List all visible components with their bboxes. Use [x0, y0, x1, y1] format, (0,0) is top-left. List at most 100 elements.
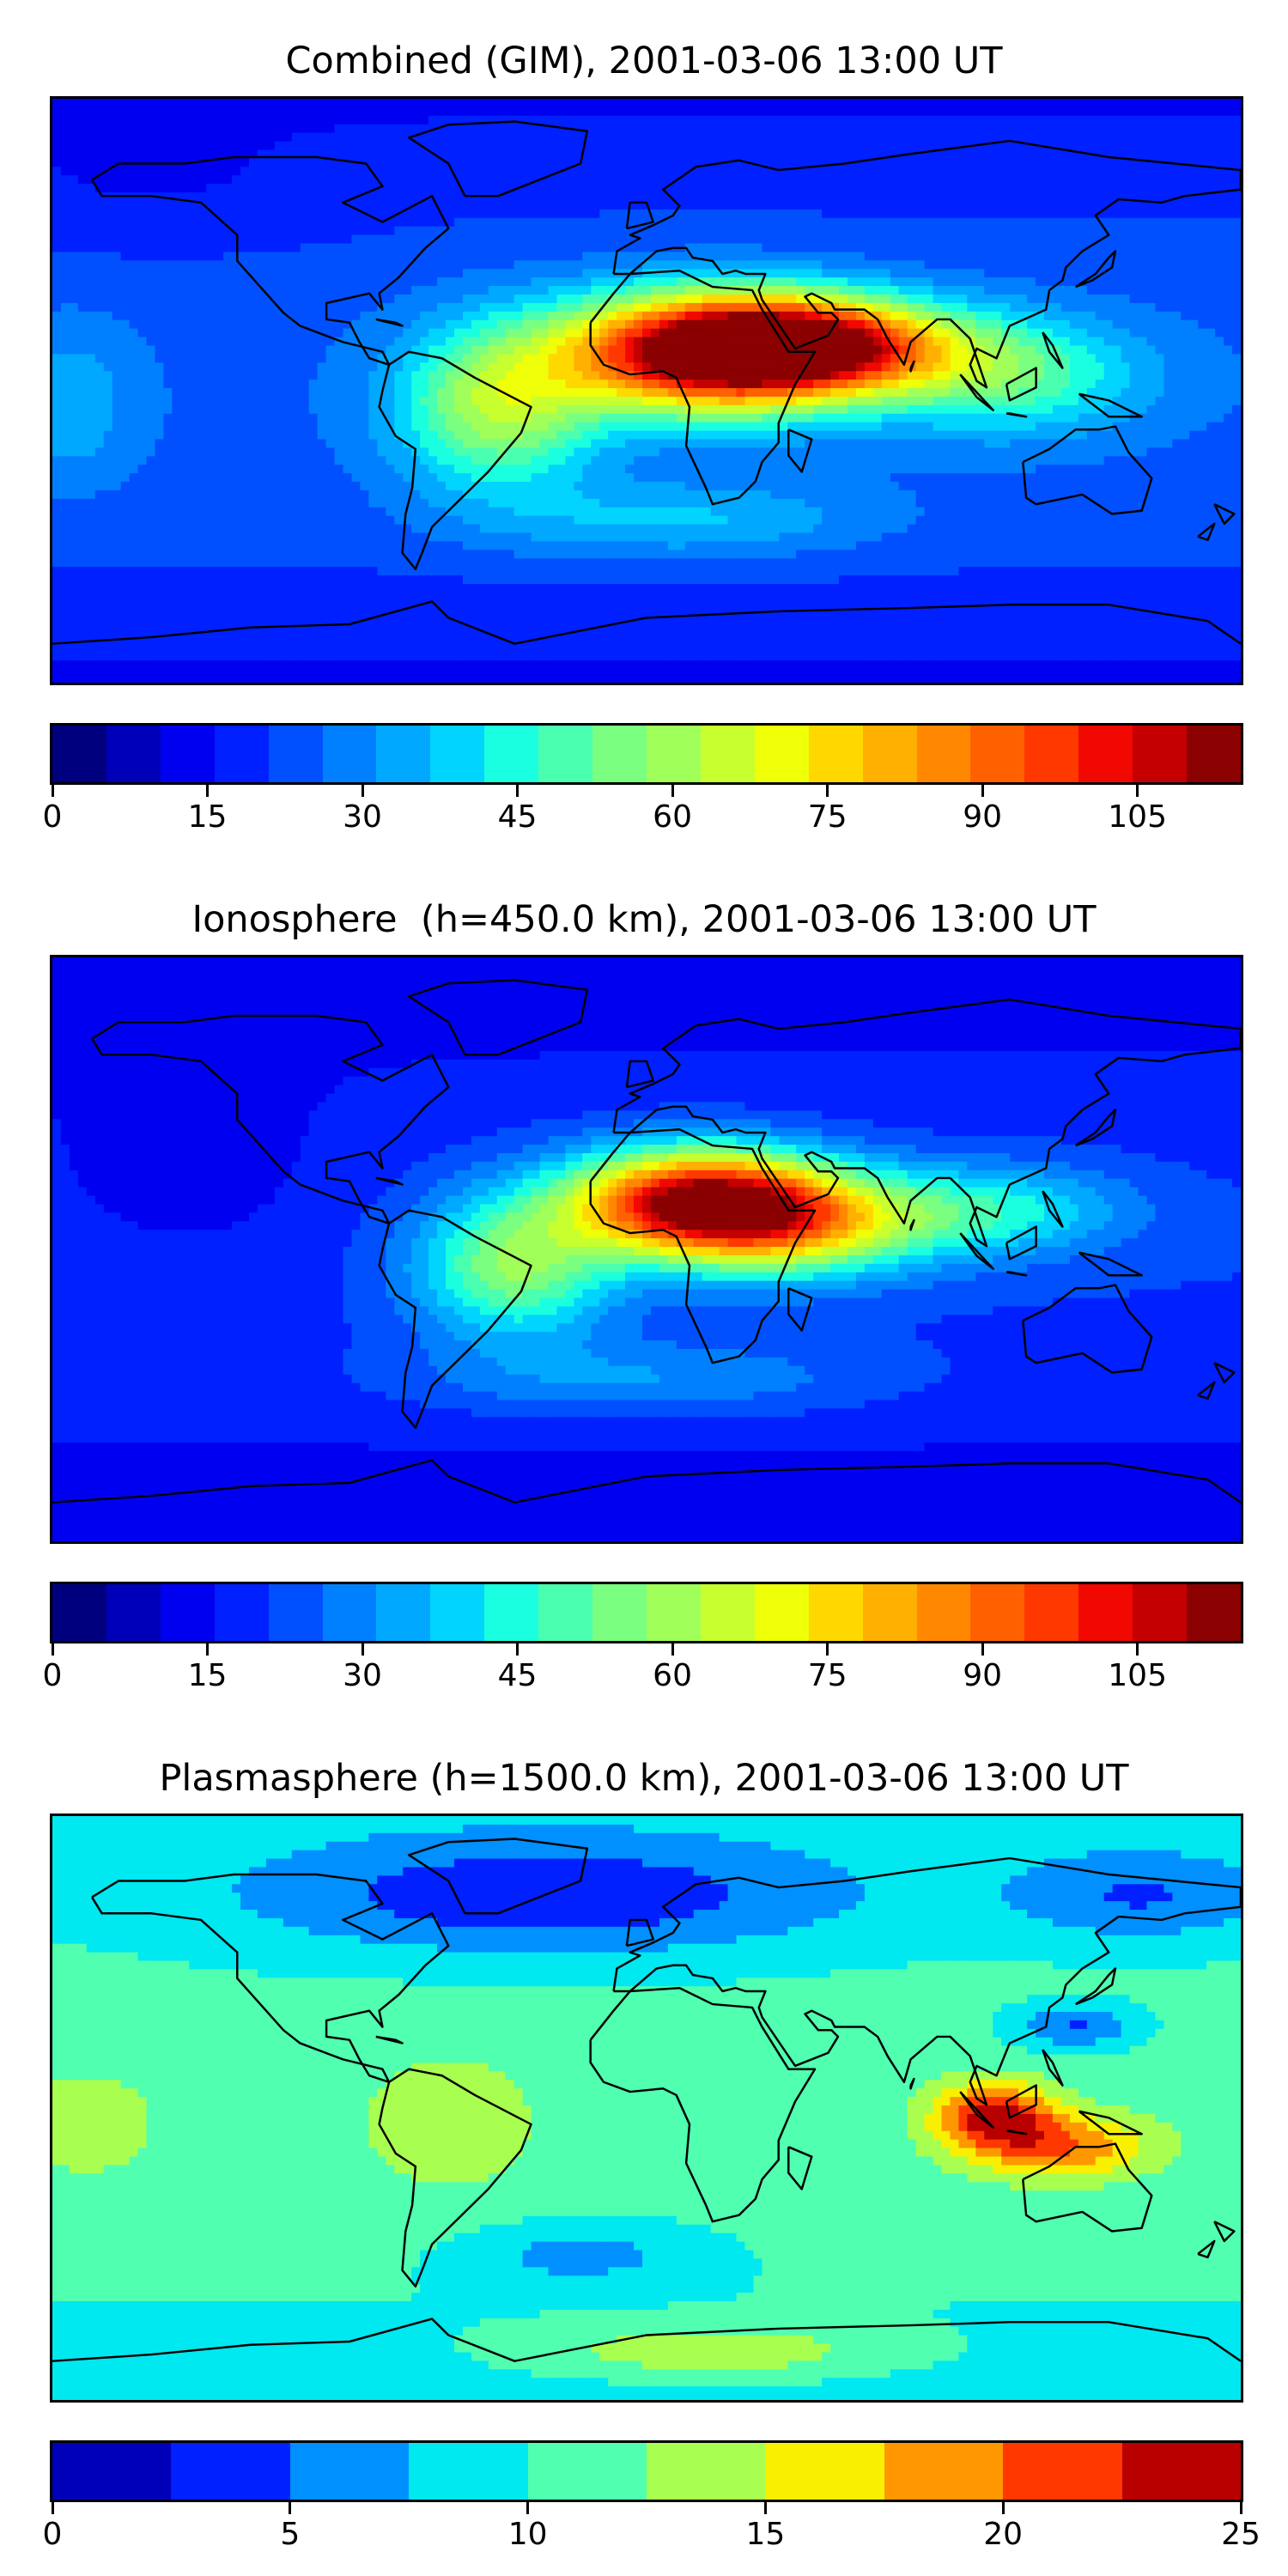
coastline-14	[52, 600, 1241, 645]
colorbar-plasmasphere-tick-4	[1001, 2502, 1005, 2514]
colorbar-combined-tick-7	[1136, 785, 1139, 797]
colorbar-ionosphere-tick-label-1: 15	[188, 1659, 228, 1693]
colorbar-combined-tick-label-3: 45	[498, 800, 538, 835]
colorbar-plasmasphere-segment-7	[884, 2443, 1004, 2500]
colorbar-combined-tick-label-6: 90	[963, 800, 1002, 835]
coastline-5	[407, 979, 589, 1056]
colorbar-combined-segment-21	[1187, 726, 1241, 782]
colorbar-plasmasphere-tick-label-1: 5	[280, 2518, 300, 2552]
coastline-13	[787, 2146, 813, 2190]
coastline-17	[909, 1218, 915, 1231]
colorbar-plasmasphere-tick-label-0: 0	[43, 2518, 63, 2552]
coastline-10	[1005, 1225, 1037, 1261]
panel-title-ionosphere: Ionosphere (h=450.0 km), 2001-03-06 13:0…	[0, 898, 1288, 941]
coastline-4	[1022, 425, 1153, 515]
coastline-8	[959, 2091, 994, 2129]
colorbar-ionosphere-tick-5	[826, 1643, 829, 1656]
colorbar-ionosphere-tick-4	[671, 1643, 674, 1656]
map-svg-plasmasphere	[52, 1816, 1241, 2400]
coastline-7	[1075, 250, 1117, 289]
coastline-7	[1075, 1109, 1117, 1147]
coastline-17	[909, 360, 915, 373]
coastline-12	[1042, 2049, 1064, 2087]
colorbar-ionosphere-segment-11	[646, 1584, 701, 1641]
colorbar-combined-segment-20	[1133, 726, 1188, 782]
colorbar-ionosphere	[50, 1582, 1243, 1643]
colorbar-ionosphere-segment-9	[538, 1584, 593, 1641]
coastline-13	[787, 428, 813, 473]
colorbar-combined-segment-16	[916, 726, 971, 782]
colorbar-plasmasphere-segment-1	[171, 2443, 290, 2500]
coastline-18	[375, 1176, 404, 1186]
colorbar-ionosphere-segment-16	[916, 1584, 971, 1641]
colorbar-ionosphere-tick-1	[206, 1643, 210, 1656]
colorbar-combined-tick-1	[206, 785, 210, 797]
colorbar-combined-tick-label-5: 75	[808, 800, 848, 835]
coastline-0	[91, 1873, 450, 2084]
colorbar-plasmasphere-segment-4	[527, 2443, 647, 2500]
colorbar-plasmasphere-segment-6	[765, 2443, 884, 2500]
colorbar-ionosphere-segment-3	[214, 1584, 269, 1641]
coastline-6	[625, 1060, 654, 1089]
coastline-10	[1005, 2084, 1037, 2119]
coastline-11	[1078, 392, 1143, 418]
map-ionosphere	[50, 955, 1243, 1544]
coastline-9	[1005, 412, 1028, 418]
coastline-8	[959, 374, 994, 411]
colorbar-ionosphere-tick-0	[51, 1643, 54, 1656]
coastline-0	[91, 155, 450, 367]
coastline-0	[91, 1014, 450, 1225]
colorbar-ionosphere-segment-14	[808, 1584, 863, 1641]
colorbar-plasmasphere-tick-label-4: 20	[983, 2518, 1023, 2552]
map-combined	[50, 96, 1243, 685]
colorbar-plasmasphere-tick-label-3: 15	[745, 2518, 785, 2552]
colorbar-combined-segment-19	[1078, 726, 1133, 782]
colorbar-combined-segment-18	[1024, 726, 1079, 782]
colorbar-ionosphere-tick-6	[981, 1643, 984, 1656]
coastline-1	[378, 2068, 532, 2288]
colorbar-ionosphere-segment-15	[862, 1584, 917, 1641]
colorbar-ionosphere-segment-4	[268, 1584, 323, 1641]
coastline-9	[1005, 1271, 1028, 1277]
colorbar-ionosphere-segment-17	[970, 1584, 1025, 1641]
coastline-12	[1042, 1190, 1064, 1228]
coastline-6	[625, 201, 654, 230]
coastline-2	[589, 269, 817, 506]
colorbar-combined-segment-9	[538, 726, 593, 782]
coastline-15	[1213, 1362, 1236, 1384]
coastline-11	[1078, 2110, 1143, 2136]
colorbar-ionosphere-tick-label-2: 30	[343, 1659, 382, 1693]
coastline-16	[1197, 2239, 1216, 2259]
colorbar-ionosphere-tick-label-3: 45	[498, 1659, 538, 1693]
coastline-16	[1197, 1381, 1216, 1400]
colorbar-combined-segment-4	[268, 726, 323, 782]
coastline-4	[1022, 1284, 1153, 1374]
coastline-14	[52, 1459, 1241, 1504]
coastline-18	[375, 318, 404, 327]
colorbar-plasmasphere-tick-1	[289, 2502, 292, 2514]
coastline-7	[1075, 1967, 1117, 2006]
colorbar-combined-tick-label-1: 15	[188, 800, 228, 835]
colorbar-combined-segment-2	[160, 726, 215, 782]
colorbar-ionosphere-segment-0	[52, 1584, 106, 1641]
colorbar-ionosphere-segment-2	[160, 1584, 215, 1641]
colorbar-ionosphere-tick-label-7: 105	[1108, 1659, 1167, 1693]
colorbar-ionosphere-segment-6	[376, 1584, 431, 1641]
colorbar-combined-segment-8	[484, 726, 539, 782]
colorbar-combined-segment-3	[214, 726, 269, 782]
colorbar-plasmasphere-segment-5	[647, 2443, 766, 2500]
colorbar-combined-tick-5	[826, 785, 829, 797]
colorbar-plasmasphere-segment-8	[1003, 2443, 1122, 2500]
colorbar-plasmasphere-tick-3	[763, 2502, 767, 2514]
colorbar-ionosphere-segment-12	[700, 1584, 755, 1641]
colorbar-ionosphere-tick-label-4: 60	[653, 1659, 692, 1693]
colorbar-combined-segment-12	[700, 726, 755, 782]
coastline-5	[407, 120, 589, 197]
colorbar-combined-segment-10	[592, 726, 647, 782]
colorbar-plasmasphere-tick-0	[51, 2502, 54, 2514]
coastline-15	[1213, 503, 1236, 526]
colorbar-plasmasphere-tick-5	[1239, 2502, 1242, 2514]
colorbar-ionosphere-tick-2	[361, 1643, 364, 1656]
colorbar-ionosphere-segment-7	[430, 1584, 485, 1641]
colorbar-combined-segment-14	[808, 726, 863, 782]
